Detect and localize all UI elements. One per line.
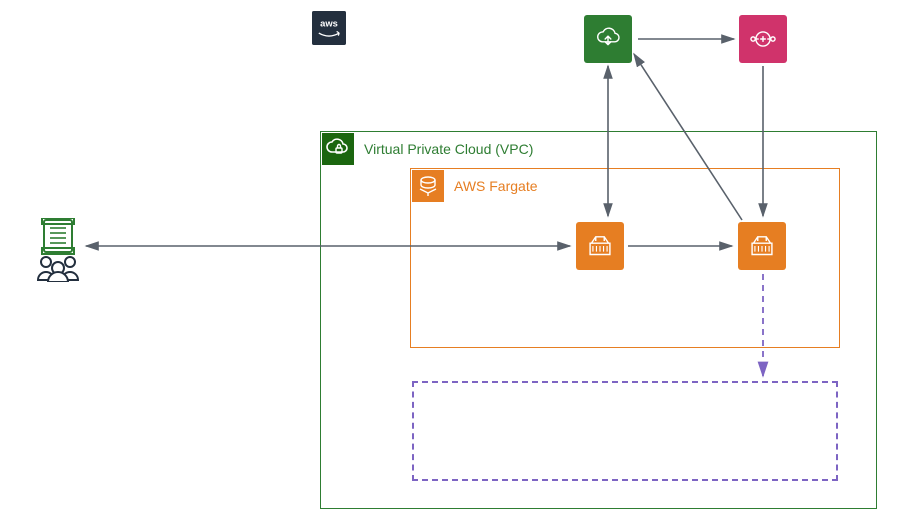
diagram-stage: aws Virtual Private Cloud (VPC) (0, 0, 903, 521)
container-left (576, 222, 624, 270)
fargate-badge (412, 170, 444, 202)
users-icon (32, 218, 84, 282)
vpc-badge (322, 133, 354, 165)
aws-logo: aws (309, 8, 349, 48)
private-subnet (412, 381, 838, 481)
container-right (738, 222, 786, 270)
aws-cloud-tile (584, 15, 632, 63)
vpc-label: Virtual Private Cloud (VPC) (364, 141, 533, 157)
eventbridge-tile (739, 15, 787, 63)
aws-logo-text: aws (320, 18, 338, 28)
fargate-label: AWS Fargate (454, 178, 538, 194)
